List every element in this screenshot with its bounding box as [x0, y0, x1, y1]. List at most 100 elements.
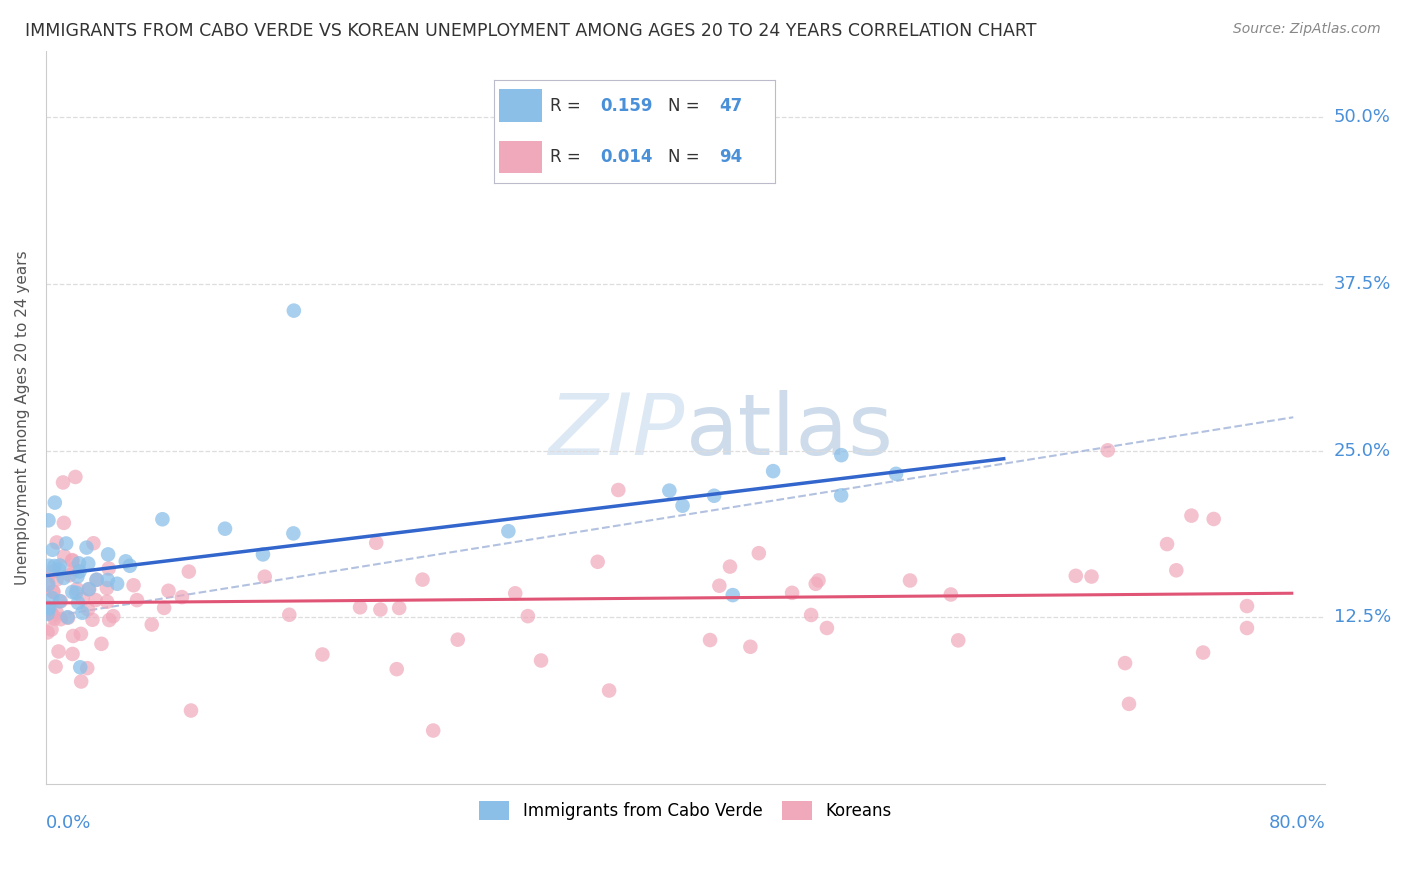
- Point: [60, 553, 83, 567]
- Point: [52, 475, 75, 490]
- Point: [65, 586, 87, 600]
- Point: [898, 574, 921, 588]
- Point: [70, 674, 93, 689]
- Point: [42, 565, 65, 579]
- Point: [48, 644, 70, 658]
- Point: [42, 584, 65, 599]
- Point: [762, 464, 785, 478]
- Point: [804, 577, 827, 591]
- Point: [939, 587, 962, 601]
- Point: [498, 524, 520, 539]
- Point: [63, 562, 86, 576]
- Text: 12.5%: 12.5%: [1334, 608, 1391, 626]
- Point: [97, 548, 120, 562]
- Point: [55, 536, 77, 550]
- Point: [780, 586, 803, 600]
- Point: [37, 607, 59, 621]
- Point: [1236, 621, 1258, 635]
- Point: [77, 582, 100, 597]
- Point: [86, 573, 108, 587]
- Point: [67, 557, 90, 571]
- Point: [658, 483, 681, 498]
- Point: [388, 601, 411, 615]
- Point: [52, 516, 75, 530]
- Point: [65, 470, 87, 484]
- Point: [1118, 697, 1140, 711]
- Point: [370, 602, 392, 616]
- Point: [740, 640, 762, 654]
- Point: [170, 590, 193, 604]
- Point: [1097, 443, 1119, 458]
- Point: [77, 582, 100, 596]
- Point: [56, 611, 79, 625]
- Text: ZIP: ZIP: [550, 391, 686, 474]
- Point: [1202, 512, 1225, 526]
- Point: [37, 576, 59, 591]
- Point: [49, 594, 72, 608]
- Point: [252, 548, 274, 562]
- Point: [38, 601, 60, 615]
- Point: [66, 582, 89, 596]
- Point: [48, 563, 70, 577]
- Point: [447, 632, 470, 647]
- Point: [153, 601, 176, 615]
- Point: [530, 653, 553, 667]
- Point: [37, 625, 59, 640]
- Y-axis label: Unemployment Among Ages 20 to 24 years: Unemployment Among Ages 20 to 24 years: [15, 250, 30, 584]
- Point: [884, 467, 907, 481]
- Point: [72, 606, 94, 620]
- Point: [703, 489, 725, 503]
- Text: atlas: atlas: [686, 391, 894, 474]
- Point: [38, 558, 60, 573]
- Point: [1156, 537, 1178, 551]
- Point: [141, 617, 163, 632]
- Point: [82, 536, 104, 550]
- Point: [41, 623, 63, 637]
- Point: [76, 541, 98, 555]
- Point: [62, 629, 84, 643]
- Point: [45, 573, 67, 587]
- Point: [830, 488, 852, 502]
- Point: [1064, 569, 1087, 583]
- Point: [503, 586, 526, 600]
- Point: [70, 627, 93, 641]
- Point: [90, 637, 112, 651]
- Point: [45, 535, 67, 549]
- Point: [598, 683, 620, 698]
- Point: [53, 549, 76, 563]
- Point: [60, 585, 83, 599]
- Point: [41, 542, 63, 557]
- Point: [37, 601, 59, 615]
- Text: 37.5%: 37.5%: [1334, 275, 1391, 293]
- Point: [122, 578, 145, 592]
- Point: [105, 576, 128, 591]
- Text: 25.0%: 25.0%: [1334, 442, 1391, 459]
- Point: [66, 569, 89, 583]
- Point: [44, 559, 66, 574]
- Point: [60, 554, 83, 568]
- Point: [49, 594, 72, 608]
- Point: [44, 495, 66, 509]
- Point: [607, 483, 630, 497]
- Point: [45, 659, 67, 673]
- Point: [177, 565, 200, 579]
- Point: [42, 585, 65, 599]
- Point: [52, 571, 75, 585]
- Point: [97, 573, 120, 587]
- Point: [103, 609, 125, 624]
- Point: [709, 579, 731, 593]
- Point: [1080, 569, 1102, 583]
- Point: [59, 568, 82, 582]
- Point: [37, 577, 59, 591]
- Point: [49, 558, 72, 573]
- Point: [214, 522, 236, 536]
- Point: [830, 448, 852, 462]
- Point: [1236, 599, 1258, 613]
- Point: [807, 574, 830, 588]
- Point: [800, 607, 823, 622]
- Point: [82, 613, 104, 627]
- Point: [1192, 646, 1215, 660]
- Point: [44, 611, 66, 625]
- Point: [84, 593, 107, 607]
- Point: [69, 565, 91, 579]
